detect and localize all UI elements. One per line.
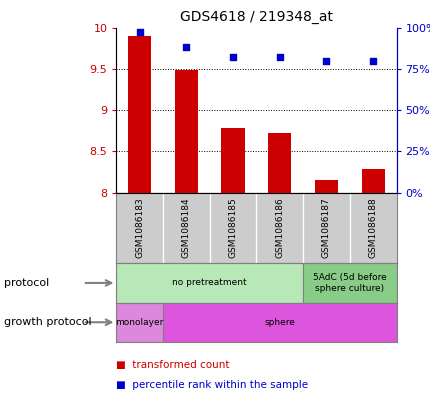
Bar — [221, 128, 244, 193]
Text: sphere: sphere — [264, 318, 295, 327]
Bar — [116, 303, 163, 342]
Bar — [361, 169, 384, 193]
Text: protocol: protocol — [4, 278, 49, 288]
Text: GSM1086184: GSM1086184 — [181, 198, 190, 258]
Text: GSM1086186: GSM1086186 — [275, 198, 284, 258]
Point — [276, 54, 283, 61]
Text: GSM1086185: GSM1086185 — [228, 198, 237, 258]
Text: ■  percentile rank within the sample: ■ percentile rank within the sample — [116, 380, 308, 390]
Text: 5AdC (5d before
sphere culture): 5AdC (5d before sphere culture) — [312, 273, 386, 293]
Point — [229, 54, 236, 61]
Bar — [267, 133, 291, 193]
Bar — [163, 303, 396, 342]
Title: GDS4618 / 219348_at: GDS4618 / 219348_at — [180, 10, 332, 24]
Bar — [302, 263, 396, 303]
Text: monolayer: monolayer — [115, 318, 163, 327]
Point — [136, 29, 143, 36]
Text: GSM1086187: GSM1086187 — [321, 198, 330, 258]
Bar — [116, 263, 302, 303]
Bar — [174, 70, 198, 193]
Text: GSM1086183: GSM1086183 — [135, 198, 144, 258]
Point — [369, 57, 376, 64]
Bar — [128, 36, 151, 193]
Text: no pretreatment: no pretreatment — [172, 279, 246, 287]
Point — [322, 57, 329, 64]
Bar — [314, 180, 338, 193]
Text: ■  transformed count: ■ transformed count — [116, 360, 229, 371]
Point — [182, 44, 189, 50]
Text: GSM1086188: GSM1086188 — [368, 198, 377, 258]
Text: growth protocol: growth protocol — [4, 317, 92, 327]
